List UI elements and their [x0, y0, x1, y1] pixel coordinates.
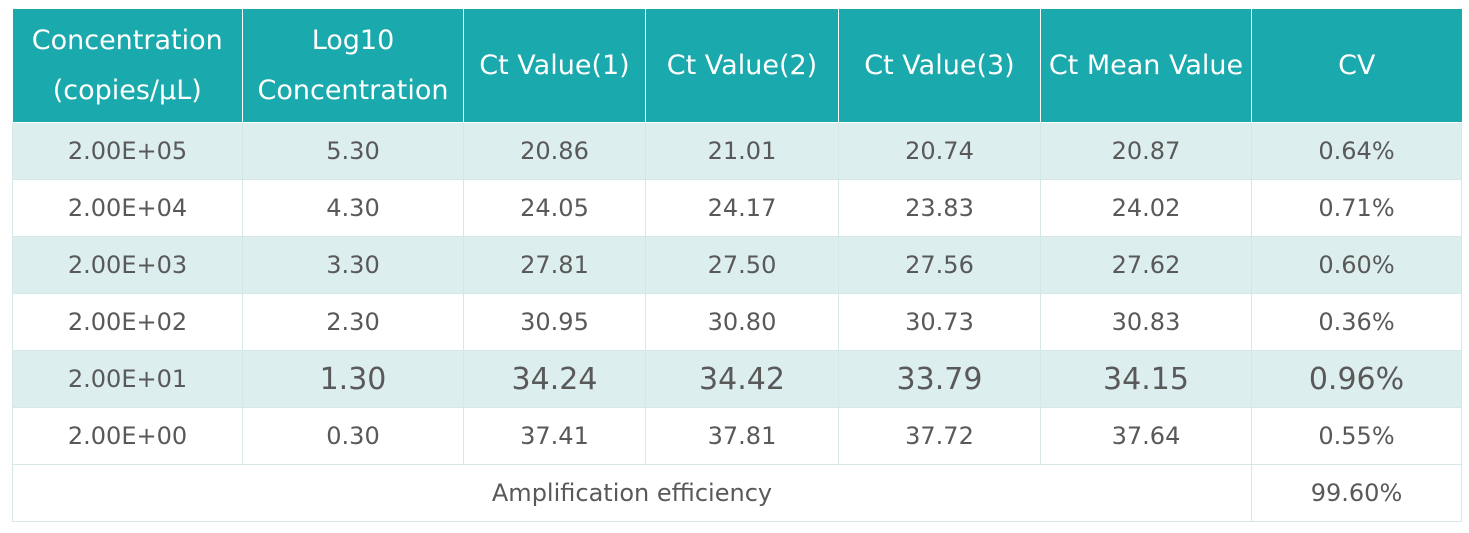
- cell-ct2: 34.42: [645, 350, 839, 408]
- header-ct-value-2: Ct Value(2): [645, 9, 839, 123]
- cell-ct-mean: 37.64: [1040, 407, 1252, 465]
- cell-cv: 0.55%: [1251, 407, 1462, 465]
- cell-cv: 0.71%: [1251, 179, 1462, 237]
- cell-concentration: 2.00E+02: [12, 293, 243, 351]
- cell-concentration: 2.00E+00: [12, 407, 243, 465]
- cell-ct3: 20.74: [838, 122, 1041, 180]
- table-header: Concentration (copies/µL) Log10 Concentr…: [12, 9, 1462, 123]
- cell-ct1: 34.24: [463, 350, 646, 408]
- table-row: 2.00E+01 1.30 34.24 34.42 33.79 34.15 0.…: [12, 350, 1462, 408]
- amplification-efficiency-label: Amplification efficiency: [12, 464, 1252, 522]
- header-concentration-line1: Concentration: [31, 24, 223, 56]
- cell-ct1: 24.05: [463, 179, 646, 237]
- cell-ct1: 30.95: [463, 293, 646, 351]
- cell-ct1: 27.81: [463, 236, 646, 294]
- cell-ct3: 30.73: [838, 293, 1041, 351]
- table-row: 2.00E+00 0.30 37.41 37.81 37.72 37.64 0.…: [12, 407, 1462, 465]
- table-row: 2.00E+05 5.30 20.86 21.01 20.74 20.87 0.…: [12, 122, 1462, 180]
- data-table: Concentration (copies/µL) Log10 Concentr…: [12, 9, 1462, 522]
- cell-log10: 2.30: [242, 293, 464, 351]
- table-body: 2.00E+05 5.30 20.86 21.01 20.74 20.87 0.…: [12, 122, 1462, 522]
- cell-concentration: 2.00E+01: [12, 350, 243, 408]
- header-ct-value-1: Ct Value(1): [463, 9, 646, 123]
- cell-ct-mean: 27.62: [1040, 236, 1252, 294]
- cell-concentration: 2.00E+03: [12, 236, 243, 294]
- cell-ct2: 24.17: [645, 179, 839, 237]
- table-row: 2.00E+02 2.30 30.95 30.80 30.73 30.83 0.…: [12, 293, 1462, 351]
- cell-concentration: 2.00E+05: [12, 122, 243, 180]
- cell-ct3: 27.56: [838, 236, 1041, 294]
- cell-cv: 0.60%: [1251, 236, 1462, 294]
- header-concentration-line2: (copies/µL): [52, 74, 202, 106]
- header-log10-line1: Log10: [311, 24, 395, 56]
- cell-log10: 3.30: [242, 236, 464, 294]
- cell-ct-mean: 20.87: [1040, 122, 1252, 180]
- table-row: 2.00E+03 3.30 27.81 27.50 27.56 27.62 0.…: [12, 236, 1462, 294]
- header-cv: CV: [1251, 9, 1462, 123]
- cell-concentration: 2.00E+04: [12, 179, 243, 237]
- cell-log10: 5.30: [242, 122, 464, 180]
- header-log10-line2: Concentration: [257, 74, 449, 106]
- cell-ct-mean: 24.02: [1040, 179, 1252, 237]
- header-row: Concentration (copies/µL) Log10 Concentr…: [12, 9, 1462, 123]
- cell-ct-mean: 34.15: [1040, 350, 1252, 408]
- cell-log10: 4.30: [242, 179, 464, 237]
- cell-ct2: 27.50: [645, 236, 839, 294]
- footer-row: Amplification efficiency 99.60%: [12, 464, 1462, 522]
- cell-cv: 0.36%: [1251, 293, 1462, 351]
- amplification-efficiency-value: 99.60%: [1251, 464, 1462, 522]
- cell-ct1: 37.41: [463, 407, 646, 465]
- cell-ct3: 23.83: [838, 179, 1041, 237]
- header-log10: Log10 Concentration: [242, 9, 464, 123]
- header-ct-value-3: Ct Value(3): [838, 9, 1041, 123]
- cell-ct-mean: 30.83: [1040, 293, 1252, 351]
- cell-log10: 1.30: [242, 350, 464, 408]
- cell-ct2: 37.81: [645, 407, 839, 465]
- cell-ct1: 20.86: [463, 122, 646, 180]
- cell-ct3: 33.79: [838, 350, 1041, 408]
- cell-cv: 0.96%: [1251, 350, 1462, 408]
- cell-ct2: 21.01: [645, 122, 839, 180]
- header-ct-mean: Ct Mean Value: [1040, 9, 1252, 123]
- cell-ct3: 37.72: [838, 407, 1041, 465]
- header-concentration: Concentration (copies/µL): [12, 9, 243, 123]
- cell-cv: 0.64%: [1251, 122, 1462, 180]
- cell-log10: 0.30: [242, 407, 464, 465]
- cell-ct2: 30.80: [645, 293, 839, 351]
- table-row: 2.00E+04 4.30 24.05 24.17 23.83 24.02 0.…: [12, 179, 1462, 237]
